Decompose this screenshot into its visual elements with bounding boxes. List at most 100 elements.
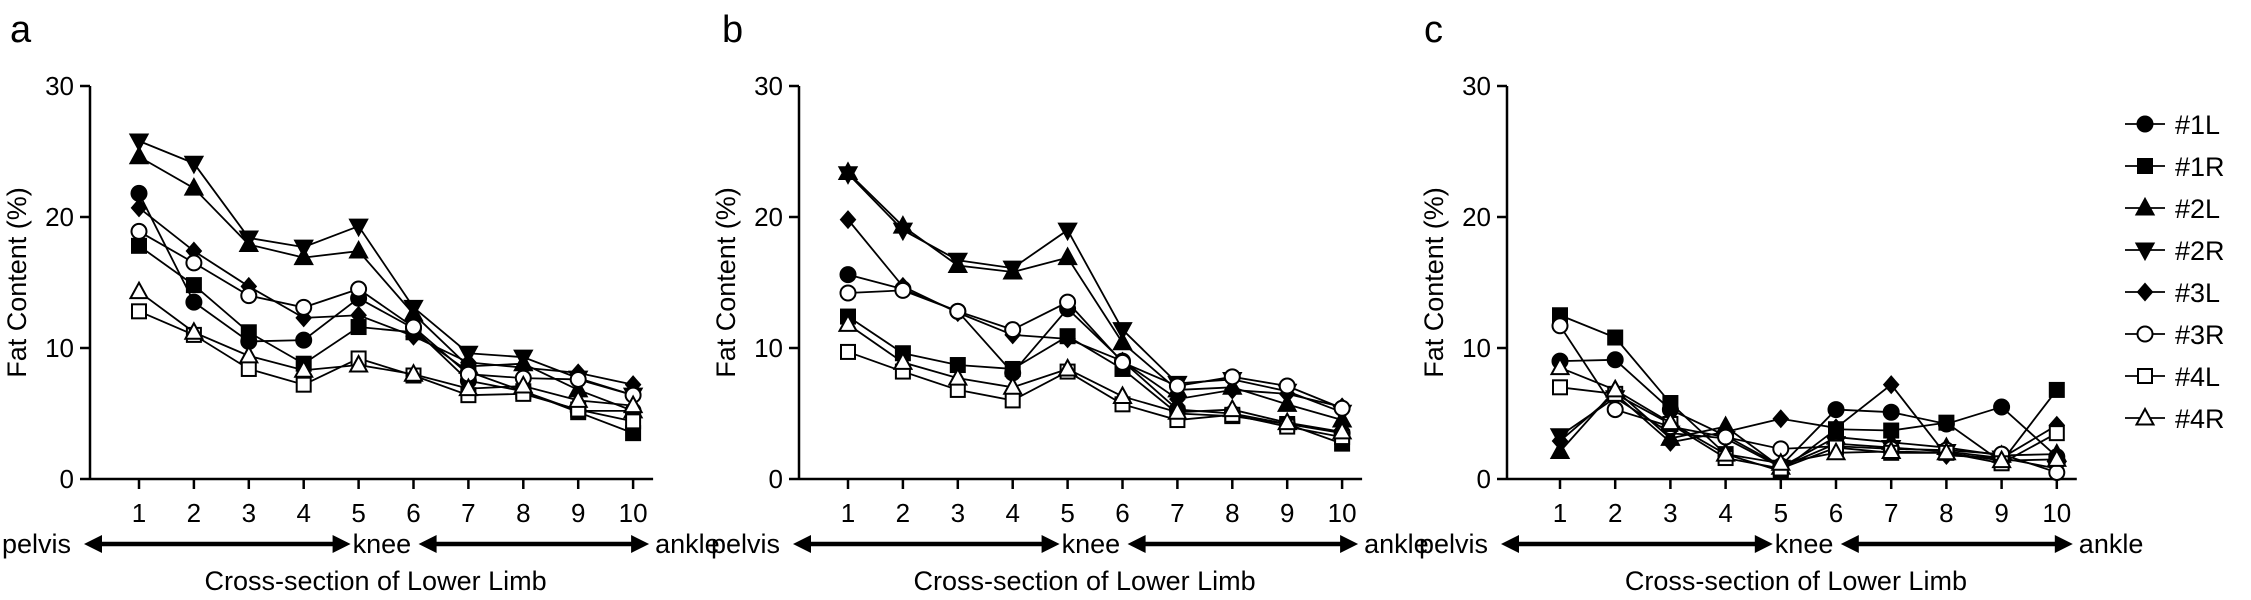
series-2l	[1549, 378, 2067, 475]
x-tick-label: 1	[841, 498, 855, 528]
panel-letter: a	[10, 9, 32, 51]
data-point	[2048, 381, 2065, 398]
y-tick-label: 30	[1462, 71, 1491, 101]
data-point	[131, 237, 147, 254]
x-tick-label: 5	[1774, 498, 1788, 528]
data-point	[1717, 428, 1735, 446]
legend-marker	[2134, 196, 2156, 216]
data-point	[840, 343, 856, 360]
series-2r	[128, 133, 644, 407]
arrow-pelvis-knee	[793, 535, 1060, 553]
x-tick-label: 9	[1280, 498, 1294, 528]
data-point	[293, 239, 314, 259]
data-point	[128, 145, 150, 165]
data-point	[1333, 399, 1351, 417]
data-point	[130, 222, 148, 240]
series-4r	[128, 280, 644, 414]
anatomy-start-label: pelvis	[2, 529, 71, 559]
anatomy-end-label: ankle	[2079, 529, 2144, 559]
arrow-head	[1501, 535, 1519, 553]
data-point	[894, 281, 912, 299]
data-point	[1112, 322, 1133, 341]
anatomy-middle-label: knee	[353, 529, 412, 559]
data-point	[839, 266, 857, 284]
series-line	[138, 207, 634, 386]
data-point	[1607, 329, 1624, 346]
panel-letter: b	[722, 9, 743, 51]
panel-b: b 0 10 20 30 Fat Content (%) 1 2 3 4 5 6 7 8 9 10 pelvis…	[711, 9, 1429, 596]
data-point	[622, 394, 644, 414]
data-point	[837, 313, 859, 332]
legend-marker	[2137, 158, 2153, 174]
legend-marker	[2134, 242, 2156, 262]
y-tick-label: 20	[1462, 202, 1491, 232]
data-point	[185, 293, 203, 311]
data-point	[183, 177, 205, 196]
x-tick-label: 8	[516, 498, 530, 528]
series-line	[1559, 358, 2058, 468]
data-point	[1057, 222, 1078, 242]
arrow-head	[1127, 535, 1146, 553]
data-point	[949, 302, 967, 320]
arrow-pelvis-knee	[84, 535, 351, 553]
data-point	[1277, 411, 1298, 431]
legend-marker	[2136, 282, 2154, 302]
series-2r	[1549, 390, 2067, 480]
legend-marker	[2137, 368, 2153, 384]
arrow-knee-ankle	[1840, 535, 2073, 553]
data-point	[238, 344, 259, 364]
anatomy-end-label: ankle	[655, 529, 720, 559]
data-point	[405, 318, 422, 336]
legend-entry-4l: #4L	[2125, 362, 2220, 392]
data-point	[130, 198, 148, 218]
data-point	[240, 324, 257, 341]
legend-marker	[2136, 115, 2154, 133]
data-point	[2048, 463, 2066, 481]
series-line	[1559, 396, 2057, 470]
legend-label: #4R	[2175, 404, 2225, 434]
legend: #1L #1R #2L #2R #3L #3R #4L #4R	[2125, 110, 2225, 434]
data-point	[1715, 443, 1736, 462]
data-point	[1827, 418, 1845, 438]
x-tick-label: 8	[1225, 498, 1239, 528]
data-point	[1004, 360, 1021, 377]
legend-entry-1r: #1R	[2125, 152, 2225, 182]
legend-entry-2l: #2L	[2125, 194, 2220, 224]
legend-entry-4r: #4R	[2125, 404, 2225, 434]
y-axis-label: Fat Content (%)	[1419, 187, 1449, 378]
x-tick-label: 5	[351, 498, 365, 528]
y-tick-label: 0	[60, 464, 74, 494]
series-3r	[839, 281, 1351, 417]
series-line	[138, 310, 634, 423]
data-point	[1938, 414, 1955, 431]
data-point	[1882, 403, 1900, 421]
arrow-head	[418, 535, 437, 553]
data-point	[348, 218, 369, 238]
data-point	[1057, 246, 1078, 266]
anatomy-middle-label: knee	[1062, 529, 1121, 559]
legend-label: #1L	[2175, 110, 2220, 140]
data-point	[350, 305, 367, 325]
y-axis-label: Fat Content (%)	[2, 187, 32, 378]
series-2l	[128, 145, 644, 419]
data-point	[348, 239, 369, 259]
data-point	[1662, 395, 1679, 412]
data-point	[1606, 401, 1624, 419]
data-point	[185, 254, 203, 272]
data-point	[1936, 441, 1957, 461]
legend-label: #1R	[2175, 152, 2225, 182]
x-tick-label: 10	[1328, 498, 1357, 528]
data-point	[1222, 398, 1243, 418]
series-4l	[1552, 379, 2065, 477]
x-tick-label: 6	[406, 498, 420, 528]
series-4l	[840, 343, 1351, 446]
series-line	[138, 155, 634, 412]
data-point	[1059, 293, 1077, 311]
series-line	[847, 323, 1343, 433]
x-tick-label: 2	[896, 498, 910, 528]
data-point	[892, 351, 914, 370]
x-axis-label: Cross-section of Lower Limb	[204, 566, 546, 596]
x-axis-label: Cross-section of Lower Limb	[1625, 566, 1967, 596]
x-axis-label: Cross-section of Lower Limb	[913, 566, 1255, 596]
data-point	[1331, 420, 1353, 440]
